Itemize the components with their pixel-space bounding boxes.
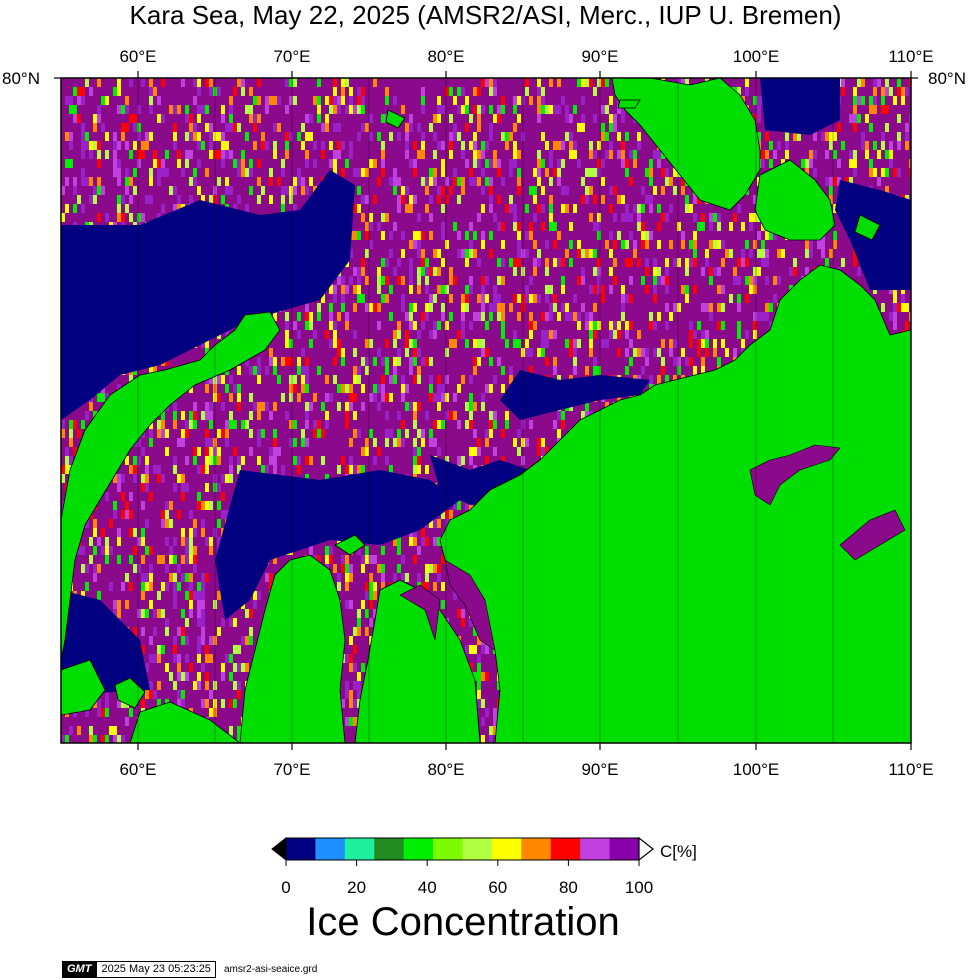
lon-label-bottom: 100°E (733, 760, 780, 779)
colorbar-labels: 0 20 40 60 80 100 (281, 860, 653, 897)
gmt-logo: GMT (62, 961, 97, 978)
lon-label-bottom: 60°E (119, 760, 156, 779)
colorbar-high-arrow (638, 836, 654, 862)
open-water (61, 78, 911, 695)
map-frame (60, 77, 912, 744)
colorbar-cell (521, 838, 552, 860)
map-panel (61, 78, 911, 743)
lon-label-top: 100°E (733, 47, 780, 66)
colorbar-low-arrow (271, 836, 287, 862)
colorbar-cell (344, 838, 375, 860)
colorbar-tick-label: 60 (488, 878, 507, 897)
colorbar-tick-label: 100 (625, 878, 653, 897)
colorbar-tick-label: 0 (281, 878, 290, 897)
colorbar-cell (609, 838, 640, 860)
lat-label-left: 80°N (2, 69, 40, 88)
lon-label-top: 90°E (581, 47, 618, 66)
gulfs (399, 444, 906, 651)
colorbar-cell (550, 838, 581, 860)
lon-label-bottom: 80°E (427, 760, 464, 779)
lon-label-bottom: 110°E (888, 760, 933, 779)
colorbar-unit: C[%] (660, 842, 697, 861)
graticule (137, 78, 834, 743)
lon-label-top: 60°E (119, 47, 156, 66)
lon-label-top: 110°E (888, 47, 933, 66)
colorbar-cell (580, 838, 611, 860)
lon-label-bottom: 90°E (581, 760, 618, 779)
lat-label-right: 80°N (928, 69, 966, 88)
lon-labels-top: 60°E 70°E 80°E 90°E 100°E 110°E (119, 47, 933, 66)
frame-ticks (54, 71, 918, 750)
colorbar-cell (315, 838, 346, 860)
lon-labels-bottom: 60°E 70°E 80°E 90°E 100°E 110°E (119, 760, 933, 779)
lon-label-bottom: 70°E (273, 760, 310, 779)
colorbar-cells (286, 838, 640, 860)
lon-label-top: 70°E (273, 47, 310, 66)
colorbar-cell (462, 838, 493, 860)
colorbar-tick-label: 20 (347, 878, 366, 897)
map-title: Kara Sea, May 22, 2025 (AMSR2/ASI, Merc.… (129, 0, 842, 30)
timestamp: 2025 May 23 05:23:25 (96, 961, 216, 978)
colorbar-cell (491, 838, 522, 860)
colorbar-cell (433, 838, 463, 860)
footer: GMT 2025 May 23 05:23:25 amsr2-asi-seaic… (62, 961, 317, 978)
lon-label-top: 80°E (427, 47, 464, 66)
colorbar-frame (285, 837, 640, 861)
colorbar-cell (403, 838, 434, 860)
filename: amsr2-asi-seaice.grd (223, 964, 318, 975)
colorbar-cell (374, 838, 405, 860)
colorbar: C[%] 0 20 40 60 80 100 (271, 836, 697, 897)
colorbar-cell (286, 838, 316, 860)
map-subtitle: Ice Concentration (306, 900, 620, 944)
land (61, 78, 911, 743)
colorbar-tick-label: 80 (559, 878, 578, 897)
colorbar-tick-label: 40 (418, 878, 437, 897)
